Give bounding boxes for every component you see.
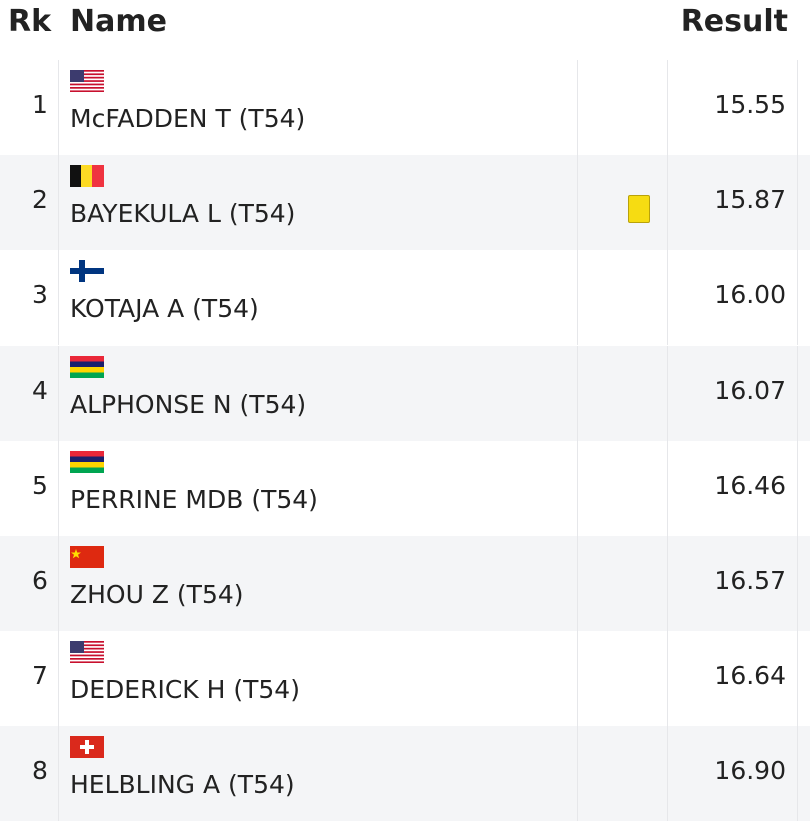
rank: 3 [32, 280, 48, 310]
athlete-name: McFADDEN T (T54) [70, 104, 306, 133]
column-divider [797, 440, 798, 536]
rank: 5 [32, 470, 48, 500]
rank: 8 [32, 756, 48, 786]
column-divider [58, 155, 59, 251]
result: 16.90 [714, 756, 786, 786]
result-row: 7 DEDERICK H (T54) 16.64 [0, 631, 810, 727]
column-divider [797, 250, 798, 346]
column-divider [577, 631, 578, 727]
athlete-name: PERRINE MDB (T54) [70, 484, 318, 514]
athlete-name: KOTAJA A (T54) [70, 294, 259, 324]
athlete-name: ALPHONSE N (T54) [70, 389, 307, 419]
column-divider [667, 440, 668, 536]
name-header: Name [70, 4, 167, 39]
result-row: 1 McFADDEN T (T54) 15.55 [0, 60, 810, 155]
column-divider [667, 536, 668, 631]
country-flag [70, 736, 104, 759]
result: 16.00 [714, 280, 786, 310]
column-divider [667, 60, 668, 155]
column-divider [577, 250, 578, 346]
country-flag [70, 450, 104, 473]
column-divider [667, 631, 668, 727]
athlete-name: DEDERICK H (T54) [70, 675, 300, 705]
column-divider [797, 536, 798, 631]
column-divider [577, 536, 578, 631]
result: 15.55 [714, 90, 786, 119]
column-divider [667, 155, 668, 251]
column-divider [577, 155, 578, 251]
rank: 4 [32, 375, 48, 405]
column-divider [577, 440, 578, 536]
rank: 6 [32, 566, 48, 595]
athlete-name: BAYEKULA L (T54) [70, 199, 296, 229]
result: 16.46 [714, 470, 786, 500]
column-divider [797, 345, 798, 441]
result-row: 6 ZHOU Z (T54) 16.57 [0, 536, 810, 631]
result-row: 2 BAYEKULA L (T54) 15.87 [0, 155, 810, 251]
column-divider [58, 440, 59, 536]
result: 16.64 [714, 661, 786, 691]
rank-header: Rk [8, 4, 52, 39]
column-divider [58, 250, 59, 346]
result: 16.07 [714, 375, 786, 405]
rank: 1 [32, 90, 48, 119]
column-divider [797, 155, 798, 251]
column-divider [797, 60, 798, 155]
column-divider [577, 726, 578, 822]
yellow-card [628, 195, 650, 224]
column-divider [58, 726, 59, 822]
header: Rk Name Result [0, 0, 810, 60]
country-flag [70, 355, 104, 378]
result-row: 3 KOTAJA A (T54) 16.00 [0, 250, 810, 346]
country-flag [70, 70, 104, 92]
result: 15.87 [714, 185, 786, 215]
column-divider [577, 60, 578, 155]
country-flag [70, 641, 104, 664]
result-row: 8 HELBLING A (T54) 16.90 [0, 726, 810, 822]
result-row: 4 ALPHONSE N (T54) 16.07 [0, 345, 810, 441]
column-divider [797, 631, 798, 727]
country-flag [70, 165, 104, 188]
column-divider [797, 726, 798, 822]
result-row: 5 PERRINE MDB (T54) 16.46 [0, 440, 810, 536]
column-divider [58, 536, 59, 631]
athlete-name: HELBLING A (T54) [70, 770, 295, 800]
column-divider [58, 60, 59, 155]
rank: 2 [32, 185, 48, 215]
column-divider [58, 345, 59, 441]
column-divider [667, 726, 668, 822]
athlete-name: ZHOU Z (T54) [70, 580, 244, 609]
column-divider [577, 345, 578, 441]
column-divider [667, 250, 668, 346]
country-flag [70, 546, 104, 568]
result: 16.57 [714, 566, 786, 595]
column-divider [667, 345, 668, 441]
country-flag [70, 260, 104, 283]
rank: 7 [32, 661, 48, 691]
result-header: Result [680, 4, 788, 39]
column-divider [58, 631, 59, 727]
